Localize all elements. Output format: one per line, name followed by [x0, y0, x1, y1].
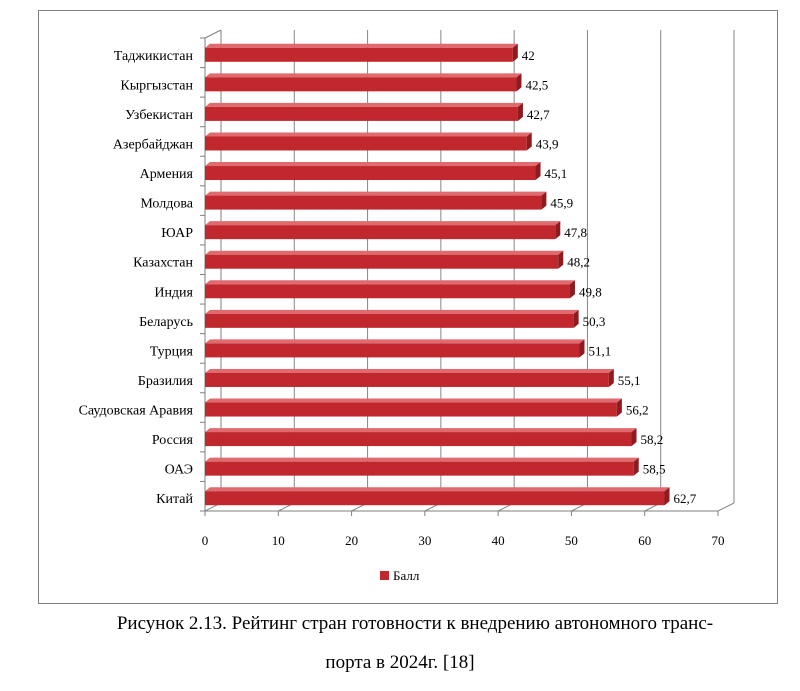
category-label: Индия: [154, 285, 193, 300]
bar-end-face: [512, 43, 518, 62]
x-tick-label: 10: [272, 533, 285, 548]
bar-12: [205, 372, 609, 387]
bar-top-face: [205, 221, 561, 226]
x-tick-label: 60: [638, 533, 651, 548]
bar-16: [205, 491, 665, 506]
data-label: 51,1: [588, 343, 611, 358]
data-label: 42,5: [525, 77, 548, 92]
data-label: 43,9: [536, 136, 559, 151]
bar-9: [205, 284, 570, 299]
category-label: Китай: [156, 492, 193, 507]
category-label: Кыргызстан: [120, 78, 193, 93]
x-tick-label: 30: [418, 533, 431, 548]
bar-7: [205, 225, 556, 240]
data-label: 62,7: [674, 491, 697, 506]
data-label: 45,9: [550, 196, 573, 211]
data-label: 58,5: [643, 462, 666, 477]
x-tick-label: 50: [565, 533, 578, 548]
data-label: 56,2: [626, 403, 649, 418]
bar-chart: 0 10 20 30 40 50 60 70 Таджикистан 42 Кыргызстан 42…: [79, 29, 735, 583]
bar-13: [205, 402, 617, 417]
bar-end-face: [616, 398, 622, 417]
x-tick-label: 20: [345, 533, 358, 548]
bar-end-face: [541, 191, 547, 210]
category-label: Турция: [150, 344, 194, 359]
data-label: 49,8: [579, 284, 602, 299]
x-tick-label: 0: [202, 533, 209, 548]
bar-end-face: [608, 368, 614, 387]
bar-4: [205, 136, 527, 151]
bar-top-face: [205, 43, 518, 48]
bar-end-face: [535, 162, 541, 181]
category-label: ЮАР: [161, 226, 193, 241]
data-label: 45,1: [545, 166, 568, 181]
bar-1: [205, 47, 513, 62]
x-tick-label: 40: [492, 533, 505, 548]
bar-5: [205, 166, 536, 181]
bar-8: [205, 254, 559, 269]
bar-top-face: [205, 73, 522, 78]
category-label: ОАЭ: [165, 463, 193, 478]
bar-2: [205, 77, 517, 92]
bar-end-face: [517, 102, 523, 121]
bar-top-face: [205, 132, 532, 137]
bar-end-face: [631, 428, 637, 447]
category-label: Россия: [152, 433, 194, 448]
category-label: Молдова: [140, 197, 193, 212]
data-label: 48,2: [567, 255, 590, 270]
category-label: Узбекистан: [125, 108, 193, 123]
bar-end-face: [579, 339, 585, 358]
bar-top-face: [205, 398, 622, 403]
bar-14: [205, 432, 632, 447]
data-label: 50,3: [583, 314, 606, 329]
bar-15: [205, 461, 634, 476]
data-label: 47,8: [564, 225, 587, 240]
bar-end-face: [573, 309, 579, 328]
data-label: 42,7: [527, 107, 550, 122]
bar-top-face: [205, 428, 637, 433]
category-label: Армения: [140, 167, 194, 182]
bar-end-face: [633, 457, 639, 476]
category-label: Бразилия: [138, 374, 194, 389]
bar-top-face: [205, 102, 523, 107]
figure-caption-line-1: Рисунок 2.13. Рейтинг стран готовности к…: [116, 613, 714, 634]
bar-top-face: [205, 457, 639, 462]
bar-end-face: [555, 221, 561, 240]
figure-caption-line-2: порта в 2024г. [18]: [325, 652, 475, 673]
category-label: Беларусь: [139, 315, 193, 330]
legend-swatch: [380, 571, 389, 580]
bar-top-face: [205, 487, 670, 492]
data-label: 42: [522, 48, 535, 63]
bar-top-face: [205, 191, 547, 196]
data-label: 58,2: [641, 432, 664, 447]
bar-10: [205, 313, 574, 328]
x-tick-label: 70: [712, 533, 725, 548]
data-label: 55,1: [618, 373, 641, 388]
bar-top-face: [205, 309, 579, 314]
bar-top-face: [205, 280, 575, 285]
bar-top-face: [205, 250, 564, 255]
floor-line-70: [717, 502, 735, 512]
category-label: Азербайджан: [113, 137, 194, 152]
bar-top-face: [205, 339, 585, 344]
category-label: Казахстан: [133, 256, 193, 271]
bar-end-face: [558, 250, 564, 269]
bar-6: [205, 195, 542, 210]
legend-label: Балл: [393, 568, 420, 583]
bar-end-face: [569, 280, 575, 299]
bar-3: [205, 106, 518, 121]
bar-end-face: [516, 73, 522, 92]
wall-top-edge: [204, 29, 222, 39]
bar-11: [205, 343, 580, 358]
category-label: Таджикистан: [114, 49, 194, 64]
bar-top-face: [205, 162, 541, 167]
category-label: Саудовская Аравия: [79, 404, 194, 419]
bar-top-face: [205, 368, 614, 373]
bar-end-face: [664, 487, 670, 506]
bar-end-face: [526, 132, 532, 151]
